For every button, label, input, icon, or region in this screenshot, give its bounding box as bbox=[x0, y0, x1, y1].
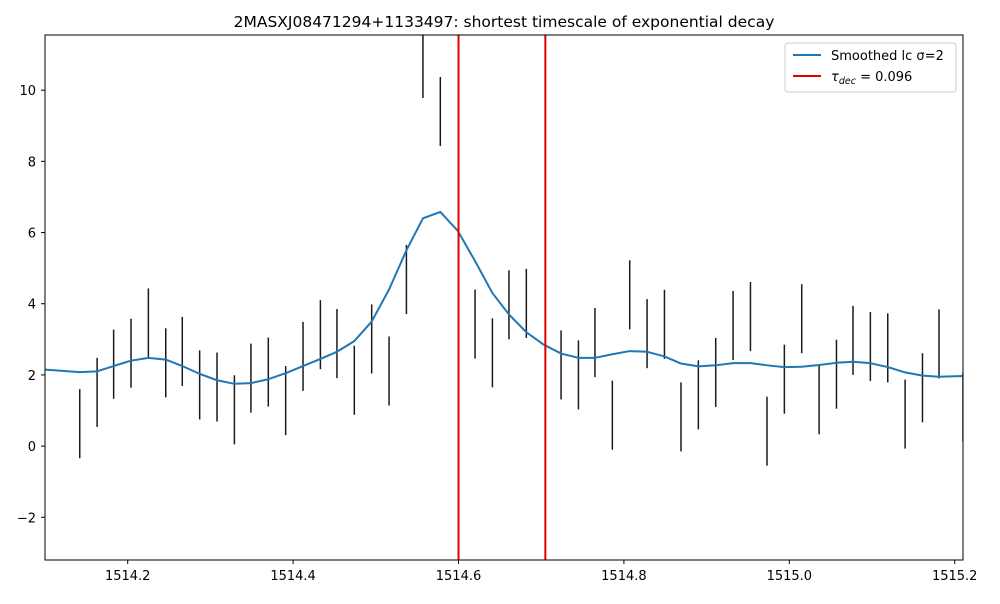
axes-frame bbox=[44, 34, 964, 561]
x-tick-label: 1514.6 bbox=[436, 569, 482, 584]
y-tick-label: 2 bbox=[28, 369, 36, 384]
y-tick-label: 0 bbox=[28, 440, 36, 455]
x-tick-label: 1514.4 bbox=[270, 569, 316, 584]
y-tick-label: 8 bbox=[28, 155, 36, 170]
x-tick-label: 1515.2 bbox=[932, 569, 978, 584]
legend-label-tau: τdec = 0.096 bbox=[831, 70, 912, 87]
y-tick-label: 6 bbox=[28, 227, 36, 242]
x-tick-label: 1514.2 bbox=[105, 569, 151, 584]
chart-title: 2MASXJ08471294+1133497: shortest timesca… bbox=[234, 13, 775, 31]
legend-label-smoothed: Smoothed lc σ=2 bbox=[831, 49, 944, 64]
x-tick-label: 1515.0 bbox=[767, 569, 813, 584]
x-tick-label: 1514.8 bbox=[601, 569, 647, 584]
y-tick-label: 10 bbox=[19, 84, 36, 99]
y-tick-label: 4 bbox=[28, 298, 36, 313]
smoothed-lc-line bbox=[45, 210, 963, 385]
legend-box bbox=[784, 42, 957, 93]
y-tick-label: −2 bbox=[17, 511, 36, 526]
